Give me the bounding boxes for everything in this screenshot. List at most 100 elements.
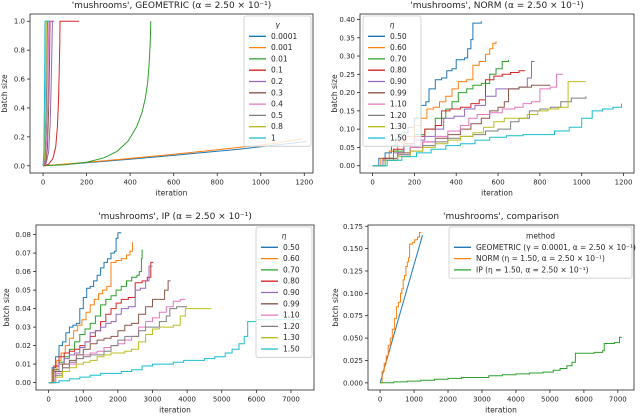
legend-label: NORM (η = 1.50, α = 2.50 × 10⁻¹): [476, 254, 605, 263]
y-tick-label: 0.02: [15, 342, 31, 350]
legend-title: η: [390, 21, 395, 30]
y-tick-label: 0.050: [343, 335, 363, 343]
legend-label: 1.10: [283, 311, 300, 320]
legend-title: method: [526, 232, 555, 241]
x-axis-label: iteration: [485, 406, 517, 415]
x-tick-label: 3000: [144, 396, 162, 404]
legend-label: 0.001: [271, 43, 293, 52]
y-tick-label: 0.6: [14, 76, 26, 84]
legend-label: 0.4: [271, 100, 283, 109]
chart-svg-norm: 0 200 400 600 800 1000 1200 0.00 0.05 0.10 0.15 0.2…: [330, 13, 635, 198]
y-tick-label: 0.4: [14, 104, 26, 112]
x-tick-label: 6000: [247, 396, 265, 404]
legend-comparison: method GEOMETRIC (γ = 0.0001, α = 2.50 × …: [448, 226, 636, 279]
x-tick-label: 1000: [74, 396, 92, 404]
legend-label: IP (η = 1.50, α = 2.50 × 10⁻¹): [476, 265, 589, 274]
x-tick-label: 4000: [507, 396, 525, 404]
y-tick-label: 0.08: [15, 231, 31, 239]
legend-label: 0.80: [283, 277, 300, 286]
y-tick-label: 0.150: [343, 245, 363, 253]
x-tick-label: 400: [123, 179, 136, 187]
legend-title: γ: [275, 21, 280, 30]
legend-label: 1.50: [283, 345, 300, 354]
chart-title-ip: 'mushrooms', IP (α = 2.50 × 10⁻¹): [98, 212, 252, 222]
y-tick-label: 0.30: [339, 53, 355, 61]
x-tick-label: 200: [80, 179, 93, 187]
axes-geometric: 0 200 400 600 800 1000 1200 0.0 0.2 0.4 0.6 0.8 1.0 i…: [0, 13, 314, 198]
x-tick-label: 0: [378, 396, 382, 404]
series-line-1.30: [48, 308, 212, 384]
series-line-1.10: [372, 73, 563, 167]
series-line-0.90: [48, 265, 153, 384]
y-tick-label: 0.100: [343, 290, 363, 298]
legend-label: 0.90: [283, 288, 300, 297]
legend-label: 0.8: [271, 122, 283, 131]
chart-title-comparison: 'mushrooms', comparison: [442, 212, 560, 222]
x-tick-label: 0: [46, 396, 50, 404]
series-line-IP (η = 1.50, α = 2.50 × 10⁻¹): [380, 336, 622, 384]
series-group-comparison: [379, 232, 622, 384]
y-tick-label: 0.01: [15, 361, 31, 369]
legend-label: 0.2: [271, 77, 283, 86]
y-tick-label: 0.35: [339, 34, 355, 42]
x-tick-label: 1000: [252, 179, 270, 187]
series-line-0.01: [43, 21, 152, 167]
x-tick-label: 0: [370, 179, 374, 187]
axes-comparison: 0 1000 2000 3000 4000 5000 6000 7000 0.000 0.025 0…: [331, 223, 635, 415]
x-tick-label: 400: [450, 179, 463, 187]
y-tick-label: 0.00: [339, 162, 355, 170]
legend-label: 1: [271, 134, 276, 143]
x-tick-label: 0: [41, 179, 45, 187]
y-tick-label: 1.0: [14, 18, 25, 26]
chart-title-geometric: 'mushrooms', GEOMETRIC (α = 2.50 × 10⁻¹): [71, 1, 272, 11]
x-tick-label: 200: [408, 179, 421, 187]
series-line-0.80: [48, 261, 154, 384]
legend-label: 0.99: [283, 299, 300, 308]
axes-norm: 0 200 400 600 800 1000 1200 0.00 0.05 0.10 0.15 0.2…: [330, 13, 635, 198]
x-tick-label: 600: [167, 179, 180, 187]
series-line-1.30: [372, 81, 586, 167]
legend-label: 1.30: [390, 122, 407, 131]
legend-label: 1.10: [390, 100, 407, 109]
y-tick-label: 0.04: [15, 305, 31, 313]
series-line-0.70: [48, 249, 143, 384]
subplot-comparison: 'mushrooms', comparison 0 1000 2000 3000 400…: [320, 209, 640, 417]
y-tick-label: 0.00: [15, 379, 31, 387]
x-tick-label: 1200: [295, 179, 313, 187]
legend-label: 0.50: [390, 32, 407, 41]
legend-box: [448, 226, 633, 279]
chart-svg-ip: 0 1000 2000 3000 4000 5000 6000 7000 0.00 0.01 0.0…: [2, 224, 315, 415]
legend-label: 0.70: [283, 265, 300, 274]
series-line-0.99: [48, 280, 171, 384]
legend-box: [255, 226, 313, 358]
y-axis-label: batch size: [0, 74, 9, 112]
series-line-0.50: [48, 232, 122, 384]
legend-label: 0.80: [390, 66, 407, 75]
x-tick-label: 3000: [473, 396, 491, 404]
legend-norm: η 0.50 0.60 0.70 0.80 0.90 0.99 1.10 1.20 1.30 1.5…: [362, 15, 422, 147]
x-tick-label: 5000: [213, 396, 231, 404]
y-tick-label: 0.06: [15, 268, 31, 276]
y-axis-label: batch size: [331, 288, 340, 326]
legend-label: 0.60: [283, 254, 300, 263]
series-line-1.50: [48, 319, 302, 384]
series-line-NORM (η = 1.50, α = 2.50 × 10⁻¹): [380, 232, 422, 384]
x-tick-label: 5000: [541, 396, 559, 404]
y-tick-label: 0.25: [339, 71, 355, 79]
y-axis-label: batch size: [2, 288, 11, 326]
x-axis-label: iteration: [159, 406, 191, 415]
series-group-ip: [48, 232, 302, 384]
legend-label: 0.90: [390, 77, 407, 86]
series-line-0.1: [42, 20, 79, 167]
legend-label: 1.20: [283, 322, 300, 331]
y-tick-label: 0.05: [15, 287, 31, 295]
legend-label: 0.1: [271, 66, 283, 75]
x-tick-label: 2000: [109, 396, 127, 404]
x-tick-label: 6000: [575, 396, 593, 404]
y-tick-label: 0.025: [343, 357, 363, 365]
legend-label: 1.30: [283, 333, 300, 342]
x-tick-label: 4000: [178, 396, 196, 404]
y-tick-label: 0.0: [14, 162, 25, 170]
series-group-norm: [372, 21, 622, 167]
x-tick-label: 600: [491, 179, 504, 187]
